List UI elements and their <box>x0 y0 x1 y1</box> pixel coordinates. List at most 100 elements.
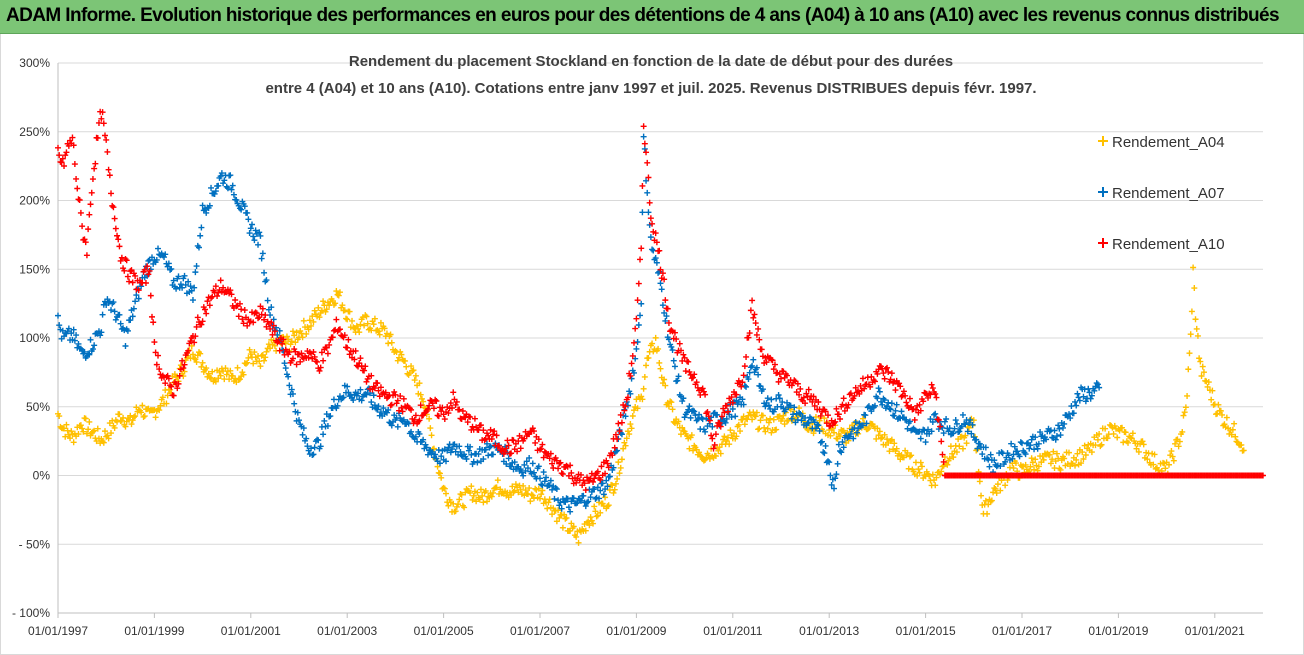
data-point <box>1032 434 1039 441</box>
data-point <box>236 376 243 383</box>
x-tick-label: 01/01/2021 <box>1185 624 1245 638</box>
data-point <box>1057 432 1064 439</box>
data-point <box>539 441 546 448</box>
data-point <box>609 482 616 489</box>
data-point <box>555 465 562 472</box>
data-point <box>170 392 177 399</box>
data-point <box>723 415 730 422</box>
data-point <box>162 380 169 387</box>
data-point <box>677 347 684 354</box>
data-point <box>1072 462 1079 469</box>
data-point <box>449 445 456 452</box>
data-point <box>1139 438 1146 445</box>
data-point <box>1047 460 1054 467</box>
data-point <box>915 466 922 473</box>
data-point <box>562 499 569 506</box>
data-point <box>885 368 892 375</box>
data-point <box>257 363 264 370</box>
data-point <box>737 428 744 435</box>
data-point <box>987 451 994 458</box>
data-point <box>1002 458 1009 465</box>
data-point <box>691 408 698 415</box>
data-point <box>1073 456 1080 463</box>
data-point <box>238 306 245 313</box>
data-point <box>55 144 61 151</box>
data-point <box>159 394 166 401</box>
data-point <box>187 283 194 290</box>
data-point <box>865 424 872 431</box>
data-point <box>85 226 92 233</box>
data-point <box>358 397 365 404</box>
data-point <box>598 463 605 470</box>
data-point <box>126 278 133 285</box>
data-point <box>1185 366 1192 373</box>
data-point <box>664 305 671 312</box>
data-point <box>616 428 623 435</box>
data-point <box>517 445 524 452</box>
data-point <box>224 185 231 192</box>
data-point <box>976 440 983 447</box>
data-point <box>604 460 611 467</box>
data-point <box>982 444 989 451</box>
data-point <box>811 402 818 409</box>
data-point <box>485 432 492 439</box>
data-point <box>394 397 401 404</box>
data-point <box>417 391 424 398</box>
x-tick-label: 01/01/2003 <box>317 624 377 638</box>
data-point <box>950 454 957 461</box>
data-point <box>769 357 776 364</box>
data-point <box>56 152 63 159</box>
data-point <box>468 451 475 458</box>
data-point <box>953 449 960 456</box>
data-point <box>721 409 728 416</box>
data-point <box>652 255 659 262</box>
data-point <box>148 313 155 320</box>
data-point <box>549 511 556 518</box>
data-point <box>522 487 529 494</box>
data-point <box>157 402 164 409</box>
data-point <box>926 473 933 480</box>
data-point <box>421 404 428 411</box>
data-point <box>465 447 472 454</box>
data-point <box>212 188 219 195</box>
data-point <box>1088 392 1095 399</box>
data-point <box>840 444 847 451</box>
data-point <box>853 429 860 436</box>
data-point <box>826 423 833 430</box>
data-point <box>89 176 96 183</box>
data-point <box>582 503 589 510</box>
data-point <box>312 358 319 365</box>
data-point <box>165 375 172 382</box>
data-point <box>688 432 695 439</box>
data-point <box>333 316 340 323</box>
data-point <box>591 503 598 510</box>
data-point <box>567 508 574 515</box>
data-point <box>691 371 698 378</box>
data-point <box>827 472 834 479</box>
data-point <box>657 365 664 372</box>
data-point <box>402 357 409 364</box>
data-point <box>216 368 223 375</box>
data-point <box>611 486 618 493</box>
data-point <box>223 371 230 378</box>
data-point <box>122 256 129 263</box>
data-point <box>1027 463 1034 470</box>
data-point <box>1080 393 1087 400</box>
data-point <box>364 320 371 327</box>
data-point <box>644 189 651 196</box>
data-point <box>658 286 665 293</box>
data-point <box>1102 425 1109 432</box>
data-point <box>637 256 644 263</box>
data-point <box>339 302 346 309</box>
data-point <box>994 481 1001 488</box>
data-point <box>135 295 142 302</box>
data-point <box>903 416 910 423</box>
data-point <box>86 418 93 425</box>
data-point <box>220 180 227 187</box>
data-point <box>605 464 612 471</box>
data-point <box>884 364 891 371</box>
data-point <box>438 408 445 415</box>
data-point <box>932 390 939 397</box>
data-point <box>916 401 923 408</box>
data-point <box>803 390 810 397</box>
